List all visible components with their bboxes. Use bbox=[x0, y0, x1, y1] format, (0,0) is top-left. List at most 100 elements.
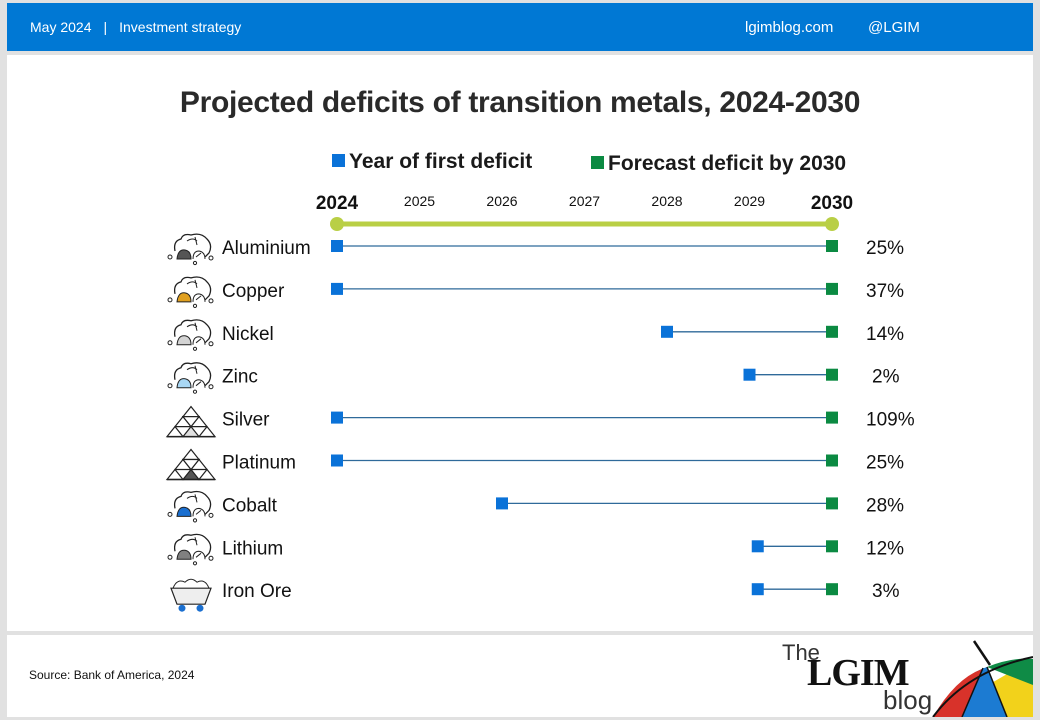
umbrella-logo-icon bbox=[932, 640, 1033, 717]
ore-crack bbox=[186, 365, 198, 374]
source-note: Source: Bank of America, 2024 bbox=[29, 668, 195, 682]
row-copper: Copper 37% bbox=[167, 276, 904, 308]
row-platinum: Platinum 25% bbox=[165, 448, 904, 481]
ore-nugget bbox=[176, 378, 192, 389]
mine-cart-icon bbox=[170, 578, 212, 612]
first-deficit-marker bbox=[331, 411, 343, 424]
forecast-marker bbox=[826, 497, 838, 510]
metal-label: Cobalt bbox=[222, 495, 278, 516]
deficit-value-label: 2% bbox=[872, 367, 900, 388]
row-lithium: Lithium 12% bbox=[167, 533, 904, 566]
deficit-value-label: 28% bbox=[866, 495, 904, 516]
forecast-marker bbox=[826, 325, 838, 338]
legend-item-forecast: Forecast deficit by 2030 bbox=[591, 152, 846, 176]
bar-bottom-right bbox=[197, 468, 217, 481]
twitter-handle-link[interactable]: @LGIM bbox=[868, 19, 920, 36]
bar-top bbox=[181, 405, 201, 418]
legend-swatch-green bbox=[591, 156, 604, 169]
forecast-marker bbox=[826, 368, 838, 381]
first-deficit-marker bbox=[331, 240, 343, 252]
bar-bottom-center bbox=[181, 468, 201, 481]
first-deficit-marker bbox=[751, 540, 764, 553]
ore-pebble bbox=[192, 346, 198, 351]
metal-label: Aluminium bbox=[222, 238, 311, 259]
ore-pebble bbox=[192, 260, 198, 266]
forecast-marker bbox=[826, 454, 838, 467]
bar-bottom-left bbox=[165, 468, 185, 481]
ore-pebble bbox=[167, 511, 173, 517]
metal-label: Iron Ore bbox=[222, 581, 292, 602]
legend-item-first-deficit: Year of first deficit bbox=[332, 150, 532, 174]
bars-platinum-icon bbox=[165, 448, 217, 481]
forecast-marker bbox=[826, 240, 838, 252]
ore-nugget bbox=[176, 335, 192, 346]
forecast-marker bbox=[826, 540, 838, 553]
first-deficit-marker bbox=[661, 325, 673, 338]
ore-grey-icon bbox=[167, 533, 214, 566]
bar-mid-center bbox=[181, 416, 201, 428]
ore-crack bbox=[186, 494, 198, 503]
bars-silver-icon bbox=[165, 405, 217, 438]
deficit-value-label: 14% bbox=[866, 324, 904, 345]
logo-blog: blog bbox=[883, 685, 933, 715]
cart-wheel bbox=[196, 604, 204, 612]
legend-label: Year of first deficit bbox=[349, 150, 533, 173]
first-deficit-marker bbox=[743, 368, 756, 381]
tick-label-2027: 2027 bbox=[569, 193, 600, 209]
ore-pebble bbox=[208, 341, 214, 347]
tick-label-2026: 2026 bbox=[486, 193, 517, 209]
cart-wheel bbox=[178, 604, 186, 612]
tick-label-2029: 2029 bbox=[734, 193, 765, 209]
chart-title: Projected deficits of transition metals,… bbox=[179, 86, 861, 119]
ore-rock bbox=[192, 507, 206, 517]
ore-pebble bbox=[208, 255, 214, 261]
bar-top bbox=[181, 448, 201, 461]
header-separator: | bbox=[103, 19, 108, 35]
deficit-value-label: 3% bbox=[872, 581, 900, 602]
bar-bottom-left bbox=[165, 425, 185, 438]
tick-label-2028: 2028 bbox=[651, 193, 682, 209]
ore-pebble bbox=[208, 512, 214, 518]
metal-label: Lithium bbox=[222, 538, 283, 559]
metal-label: Nickel bbox=[222, 324, 274, 345]
forecast-marker bbox=[826, 411, 838, 424]
ore-pebble bbox=[167, 297, 173, 303]
metal-label: Platinum bbox=[222, 453, 296, 474]
site-link[interactable]: lgimblog.com bbox=[745, 19, 834, 36]
deficit-value-label: 12% bbox=[866, 538, 904, 559]
axis-start-dot bbox=[330, 217, 344, 231]
ore-rock bbox=[192, 550, 206, 560]
ore-rock bbox=[192, 336, 206, 345]
ore-pebble bbox=[167, 254, 173, 260]
ore-pebble bbox=[208, 555, 214, 561]
ore-pebble bbox=[167, 340, 173, 346]
tick-label-2025: 2025 bbox=[404, 193, 435, 209]
first-deficit-marker bbox=[751, 583, 764, 596]
header-section: Investment strategy bbox=[119, 19, 242, 35]
cart-ore bbox=[172, 578, 210, 589]
metal-label: Silver bbox=[222, 410, 270, 431]
ore-crack bbox=[186, 322, 198, 331]
legend-label: Forecast deficit by 2030 bbox=[608, 152, 847, 175]
forecast-marker bbox=[826, 282, 838, 295]
ore-nugget bbox=[176, 292, 192, 303]
first-deficit-marker bbox=[331, 454, 343, 467]
row-nickel: Nickel 14% bbox=[167, 319, 904, 351]
metal-label: Copper bbox=[222, 281, 285, 302]
forecast-marker bbox=[826, 583, 838, 596]
row-cobalt: Cobalt 28% bbox=[167, 490, 904, 523]
row-silver: Silver 109% bbox=[165, 405, 915, 438]
logo-the: The bbox=[782, 640, 820, 665]
cart-body bbox=[170, 587, 212, 605]
ore-rock bbox=[192, 293, 206, 302]
legend-swatch-blue bbox=[332, 154, 345, 167]
first-deficit-marker bbox=[496, 497, 508, 510]
row-aluminium: Aluminium 25% bbox=[167, 233, 904, 266]
deficit-value-label: 37% bbox=[866, 281, 904, 302]
ore-dark-icon bbox=[167, 233, 214, 266]
ore-pebble bbox=[167, 383, 173, 389]
logo-lgim: LGIM bbox=[807, 652, 910, 694]
metal-label: Zinc bbox=[222, 367, 258, 388]
row-zinc: Zinc 2% bbox=[167, 362, 900, 394]
ore-light-icon bbox=[167, 319, 214, 351]
